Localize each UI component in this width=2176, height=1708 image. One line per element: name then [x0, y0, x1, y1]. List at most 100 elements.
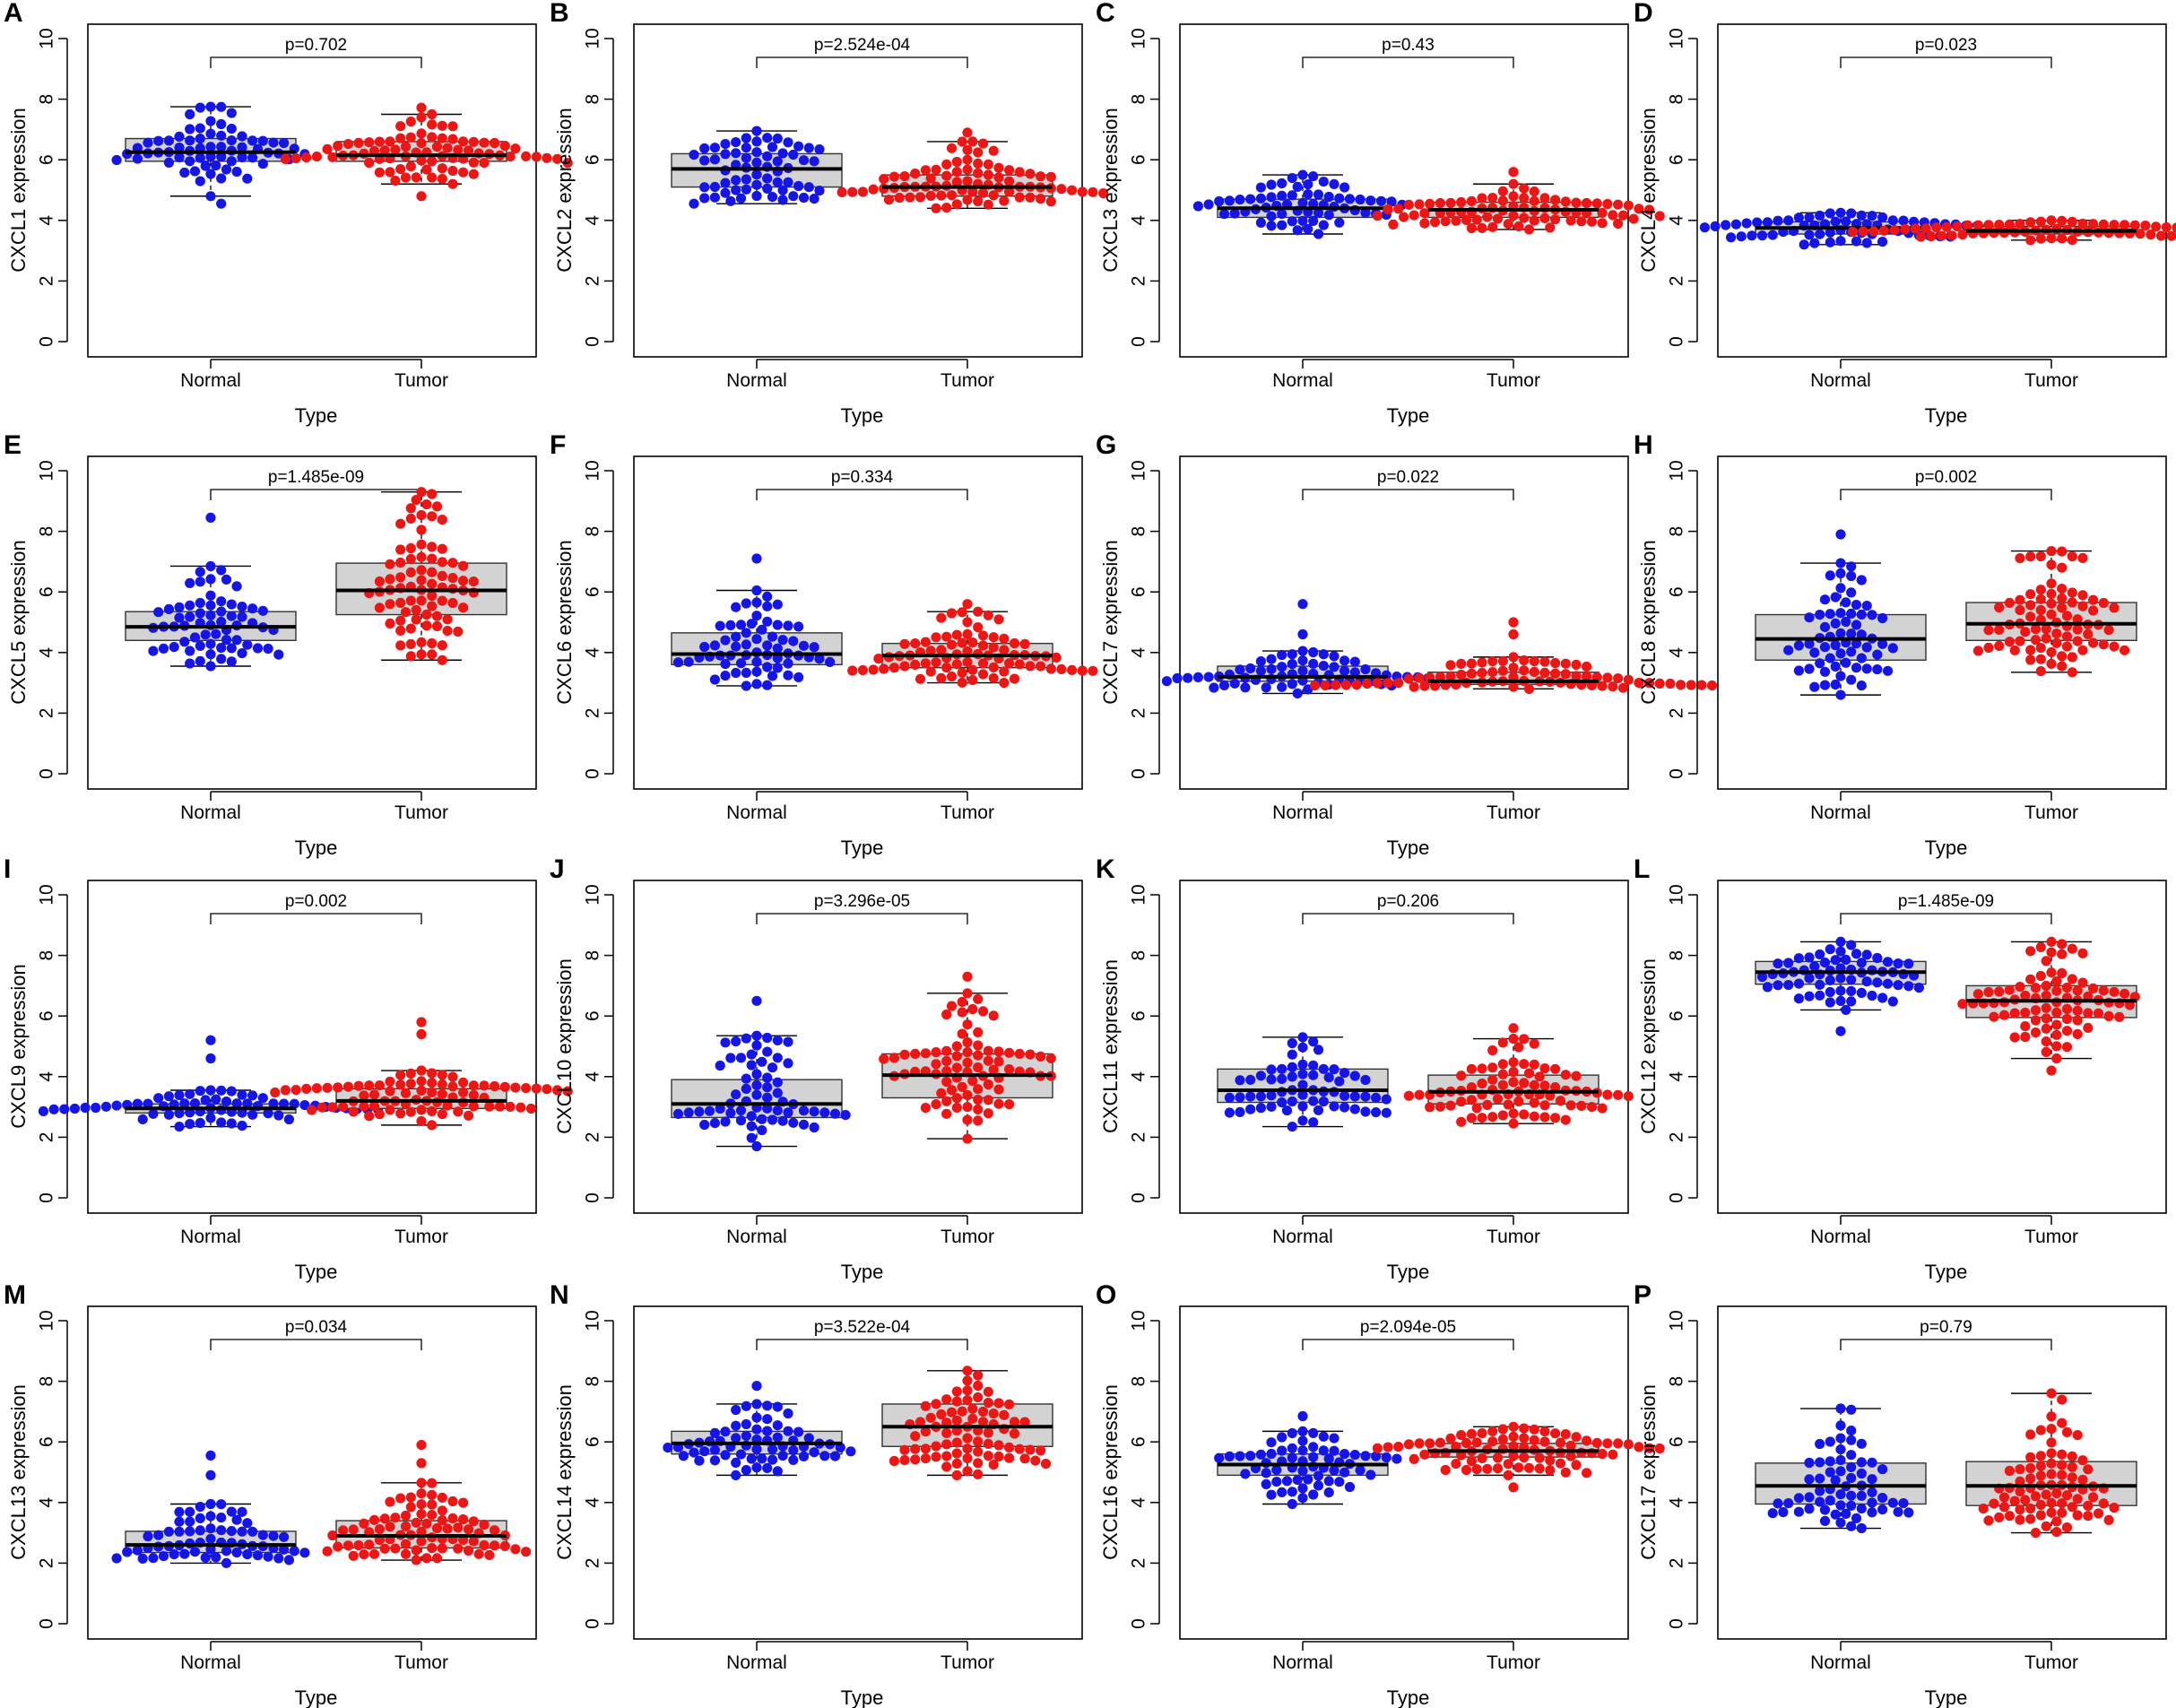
normal-point: [185, 1516, 195, 1527]
tumor-point: [2025, 1473, 2036, 1484]
normal-point: [1297, 1079, 1308, 1090]
normal-point: [153, 135, 164, 146]
tumor-point: [2030, 983, 2042, 993]
normal-point: [783, 1107, 793, 1118]
normal-point: [1297, 1115, 1308, 1126]
normal-point: [709, 1455, 721, 1466]
tumor-point: [1613, 673, 1624, 684]
tumor-point: [2088, 637, 2099, 648]
normal-point: [158, 1551, 169, 1562]
normal-point: [772, 1432, 783, 1443]
normal-point: [767, 1114, 778, 1125]
normal-point: [216, 1525, 227, 1536]
tumor-point: [962, 1133, 973, 1144]
tumor-point: [457, 1077, 469, 1088]
tumor-point: [374, 1109, 385, 1120]
normal-point: [38, 1105, 49, 1116]
tumor-point: [2057, 1460, 2068, 1470]
tumor-point: [2025, 1452, 2036, 1462]
tumor-point: [1466, 195, 1477, 206]
normal-point: [1819, 1504, 1831, 1515]
tumor-point: [405, 1492, 416, 1503]
normal-point: [273, 1110, 284, 1121]
tumor-point: [338, 1101, 349, 1112]
tumor-point: [2041, 980, 2051, 992]
tumor-point: [1362, 678, 1373, 689]
normal-point: [1318, 177, 1329, 187]
normal-point: [809, 156, 819, 167]
tumor-point: [936, 672, 947, 684]
normal-point: [741, 184, 751, 195]
tumor-point: [2030, 624, 2042, 635]
tumor-point: [2140, 221, 2151, 231]
tumor-point: [2067, 551, 2077, 562]
tumor-point: [2057, 651, 2068, 662]
p-value-bracket: [1302, 56, 1514, 68]
y-tick-label: 8: [1667, 526, 1687, 537]
normal-point: [169, 642, 179, 653]
tumor-point: [1957, 230, 1968, 240]
tumor-point: [2041, 1013, 2051, 1024]
normal-point: [1835, 236, 1846, 247]
tumor-point: [463, 145, 474, 156]
normal-point: [814, 186, 825, 196]
tumor-point: [437, 515, 447, 525]
normal-point: [237, 1506, 247, 1517]
y-tick-label: 4: [1129, 1071, 1149, 1082]
y-tick-label: 4: [37, 1071, 57, 1082]
normal-point: [1339, 1102, 1350, 1113]
tumor-point: [353, 1080, 364, 1091]
normal-point: [263, 1108, 273, 1119]
y-tick-label: 0: [37, 1618, 57, 1629]
tumor-point: [427, 1489, 438, 1500]
tumor-point: [973, 993, 984, 1004]
tumor-point: [894, 193, 905, 204]
tumor-point: [962, 1375, 973, 1386]
tumor-point: [951, 1415, 962, 1426]
tumor-point: [468, 136, 479, 147]
normal-point: [709, 181, 721, 193]
tumor-point: [2083, 1008, 2094, 1019]
normal-point: [1266, 1437, 1277, 1448]
normal-point: [772, 1105, 783, 1116]
y-tick-label: 6: [37, 154, 57, 165]
tumor-point: [1461, 1464, 1472, 1476]
tumor-point: [1878, 225, 1889, 236]
y-tick-label: 8: [1667, 1376, 1687, 1387]
normal-point: [1255, 217, 1266, 228]
tumor-point: [457, 1514, 469, 1525]
tumor-point: [1868, 226, 1879, 237]
normal-point: [1903, 958, 1914, 969]
tumor-point: [1972, 646, 1983, 656]
y-tick-label: 10: [37, 28, 57, 48]
tumor-point: [2051, 1516, 2062, 1527]
normal-point: [1297, 1465, 1308, 1477]
normal-point: [1203, 199, 1214, 210]
normal-point: [195, 152, 205, 163]
normal-point: [1767, 1508, 1778, 1519]
tumor-point: [374, 1524, 385, 1535]
tumor-point: [1477, 1063, 1487, 1074]
y-tick-label: 6: [37, 586, 57, 597]
tumor-point: [1009, 1417, 1020, 1427]
normal-point: [746, 1049, 757, 1060]
normal-point: [195, 640, 205, 652]
tumor-point: [973, 158, 984, 169]
normal-point: [1856, 629, 1867, 640]
tumor-point: [983, 1079, 993, 1090]
normal-point: [751, 1462, 762, 1473]
tumor-point: [857, 186, 869, 197]
tumor-point: [2067, 652, 2077, 663]
tumor-point: [2083, 1022, 2094, 1033]
tumor-point: [951, 1051, 962, 1062]
panel-letter: N: [550, 1280, 569, 1310]
normal-point: [1292, 688, 1303, 699]
tumor-point: [1508, 1431, 1519, 1442]
normal-point: [825, 656, 836, 668]
normal-point: [720, 1450, 731, 1461]
tumor-point: [973, 1062, 984, 1073]
x-tick-label: Tumor: [941, 1652, 994, 1673]
normal-point: [1835, 1466, 1846, 1477]
normal-point: [1851, 949, 1862, 959]
tumor-point: [2088, 219, 2099, 230]
